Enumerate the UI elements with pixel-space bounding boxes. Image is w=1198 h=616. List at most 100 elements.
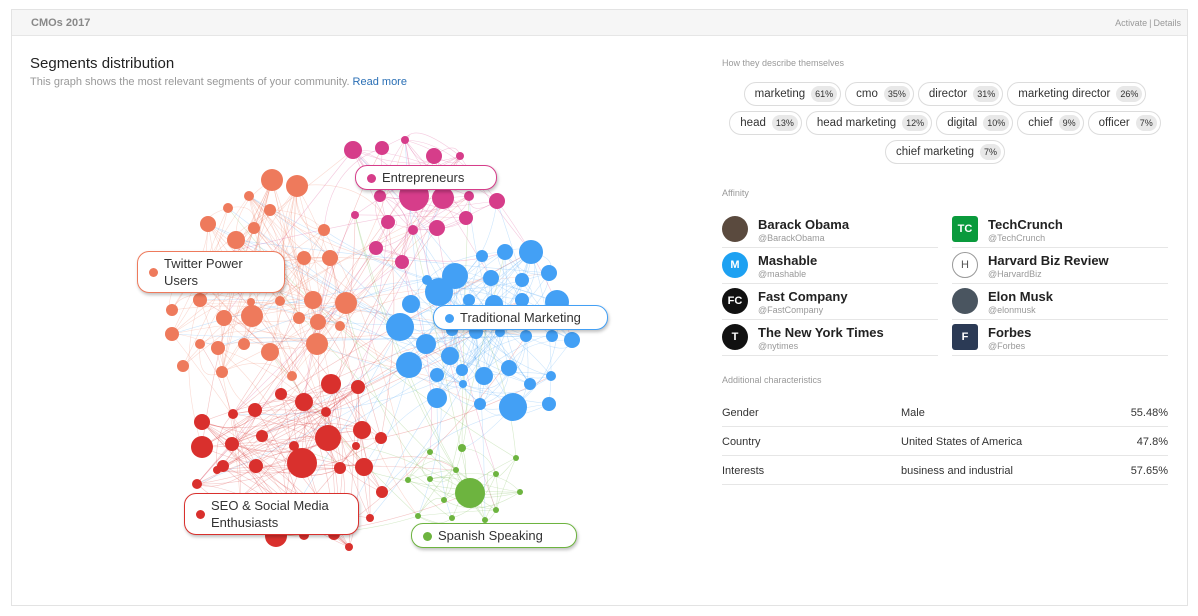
keyword-chip[interactable]: marketing 61% (743, 82, 842, 106)
graph-node (351, 211, 359, 219)
read-more-link[interactable]: Read more (352, 76, 407, 88)
graph-node (426, 148, 442, 164)
graph-edge (201, 446, 341, 470)
graph-node (355, 458, 373, 476)
keyword-chip[interactable]: cmo 35% (845, 82, 914, 106)
graph-edge (196, 437, 329, 485)
affinity-handle: @nytimes (758, 341, 799, 351)
graph-node (499, 393, 527, 421)
keyword-chip[interactable]: officer 7% (1087, 111, 1161, 135)
graph-node (416, 334, 436, 354)
graph-edge (330, 227, 438, 385)
graph-edge (291, 197, 444, 377)
graph-node (564, 332, 580, 348)
graph-edge (323, 229, 409, 481)
graph-edge (306, 229, 325, 345)
graph-edge (462, 375, 552, 394)
segment-label-traditional-marketing[interactable]: Traditional Marketing (433, 305, 608, 330)
graph-node (463, 294, 475, 306)
chip-label: director (928, 88, 968, 100)
activate-link[interactable]: Activate (1115, 18, 1148, 28)
graph-node (546, 371, 556, 381)
affinity-item[interactable]: H Harvard Biz Review @HarvardBiz (952, 248, 1168, 284)
graph-node (287, 371, 297, 381)
graph-node (216, 366, 228, 378)
graph-node (261, 343, 279, 361)
graph-node (475, 367, 493, 385)
graph-edge (436, 275, 458, 376)
graph-edge (201, 383, 332, 448)
segment-label-twitter-power-users[interactable]: Twitter Power Users (137, 251, 285, 293)
keyword-chip[interactable]: marketing director 26% (1007, 82, 1147, 106)
chip-label: marketing director (1018, 88, 1111, 100)
graph-edge (216, 437, 329, 472)
segment-label-entrepreneurs[interactable]: Entrepreneurs (355, 165, 497, 190)
affinity-item[interactable]: Elon Musk @elonmusk (952, 284, 1168, 320)
graph-node (165, 327, 179, 341)
keyword-chip[interactable]: chief marketing 7% (885, 140, 1005, 164)
affinity-item[interactable]: TC TechCrunch @TechCrunch (952, 212, 1168, 248)
graph-edge (201, 421, 295, 452)
graph-node (216, 310, 232, 326)
graph-node (405, 477, 411, 483)
characteristic-row: Interests business and industrial 57.65% (722, 456, 1168, 485)
audience-title: CMOs 2017 (31, 17, 91, 29)
graph-node (541, 265, 557, 281)
keyword-chip[interactable]: head marketing 12% (805, 111, 933, 135)
affinity-name: TechCrunch (988, 217, 1063, 232)
graph-node (441, 347, 459, 365)
characteristic-key: Gender (722, 407, 759, 419)
graph-node (513, 455, 519, 461)
affinity-item[interactable]: M Mashable @mashable (722, 248, 938, 284)
graph-edge (461, 447, 498, 511)
affinity-item[interactable]: F Forbes @Forbes (952, 320, 1168, 356)
affinity-item[interactable]: T The New York Times @nytimes (722, 320, 938, 356)
graph-edge (231, 422, 363, 445)
graph-node (200, 216, 216, 232)
graph-node (225, 437, 239, 451)
graph-edge (417, 469, 457, 517)
characteristic-value: business and industrial (901, 465, 1013, 477)
affinity-title: Affinity (722, 188, 749, 198)
characteristics-table: Gender Male 55.48% Country United States of … (722, 398, 1168, 485)
details-link[interactable]: Details (1153, 18, 1181, 28)
graph-edge (223, 179, 273, 319)
chip-label: head (740, 117, 766, 129)
graph-node (401, 136, 409, 144)
graph-edge (312, 299, 481, 405)
graph-node (449, 515, 455, 521)
graph-node (381, 215, 395, 229)
keyword-chip[interactable]: director 31% (917, 82, 1004, 106)
graph-edge (504, 251, 573, 341)
affinity-item[interactable]: Barack Obama @BarackObama (722, 212, 938, 248)
graph-edge (196, 383, 332, 485)
graph-node (353, 421, 371, 439)
segment-label-seo-social[interactable]: SEO & Social Media Enthusiasts (184, 493, 359, 535)
graph-node (344, 141, 362, 159)
graph-edge (182, 301, 252, 367)
graph-edge (253, 227, 341, 327)
keyword-chip[interactable]: head 13% (729, 111, 802, 135)
graph-edge (412, 229, 471, 494)
graph-node (213, 466, 221, 474)
graph-edge (345, 302, 431, 480)
affinity-item[interactable]: FC Fast Company @FastCompany (722, 284, 938, 320)
graph-edge (410, 251, 506, 305)
graph-edge (248, 195, 305, 259)
graph-edges (169, 132, 573, 548)
graph-edge (251, 272, 550, 317)
graph-node (374, 190, 386, 202)
graph-edge (298, 317, 341, 469)
keyword-chip[interactable]: chief 9% (1017, 111, 1084, 135)
affinity-handle: @BarackObama (758, 233, 825, 243)
segment-label-spanish-speaking[interactable]: Spanish Speaking (411, 523, 577, 548)
keyword-chip[interactable]: digital 10% (936, 111, 1014, 135)
graph-edge (216, 467, 341, 474)
fastcompany-logo-icon: FC (722, 288, 748, 314)
graph-node (287, 448, 317, 478)
graph-edge (269, 257, 305, 353)
graph-node (193, 293, 207, 307)
graph-edge (232, 317, 300, 415)
graph-edge (495, 457, 517, 511)
graph-node (441, 497, 447, 503)
